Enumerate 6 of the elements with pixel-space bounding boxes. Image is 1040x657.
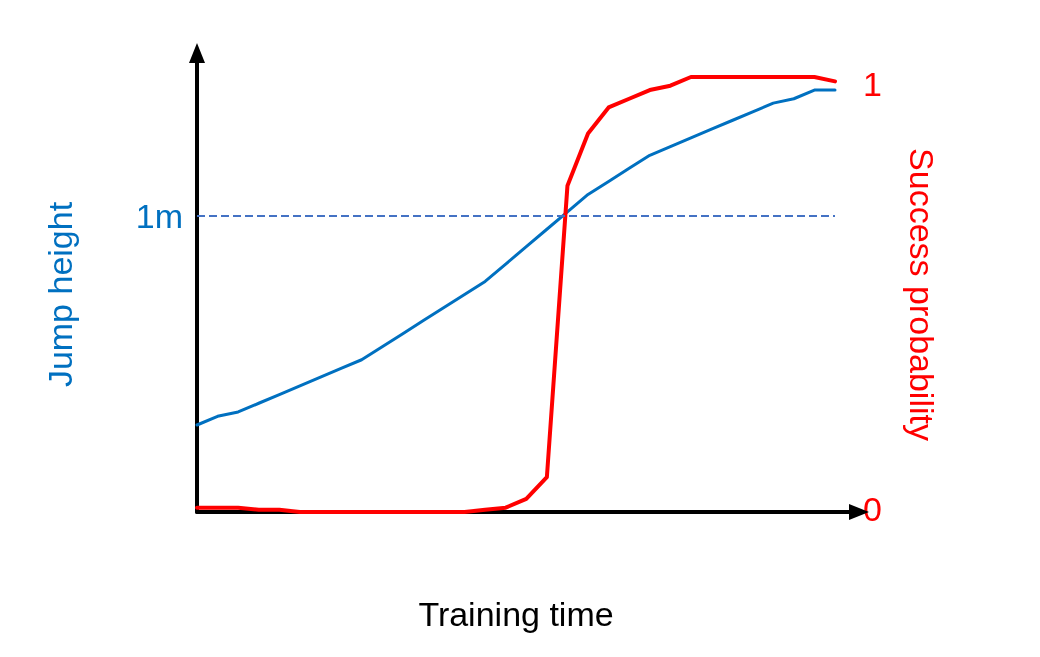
ref-line-label: 1m — [135, 197, 183, 236]
y2-axis-title: Success probability — [903, 148, 941, 441]
x-axis-title: Training time — [418, 595, 614, 633]
text: 0 — [863, 490, 882, 528]
y-axis-title: Jump height — [41, 201, 79, 388]
text: 1 — [863, 65, 882, 103]
